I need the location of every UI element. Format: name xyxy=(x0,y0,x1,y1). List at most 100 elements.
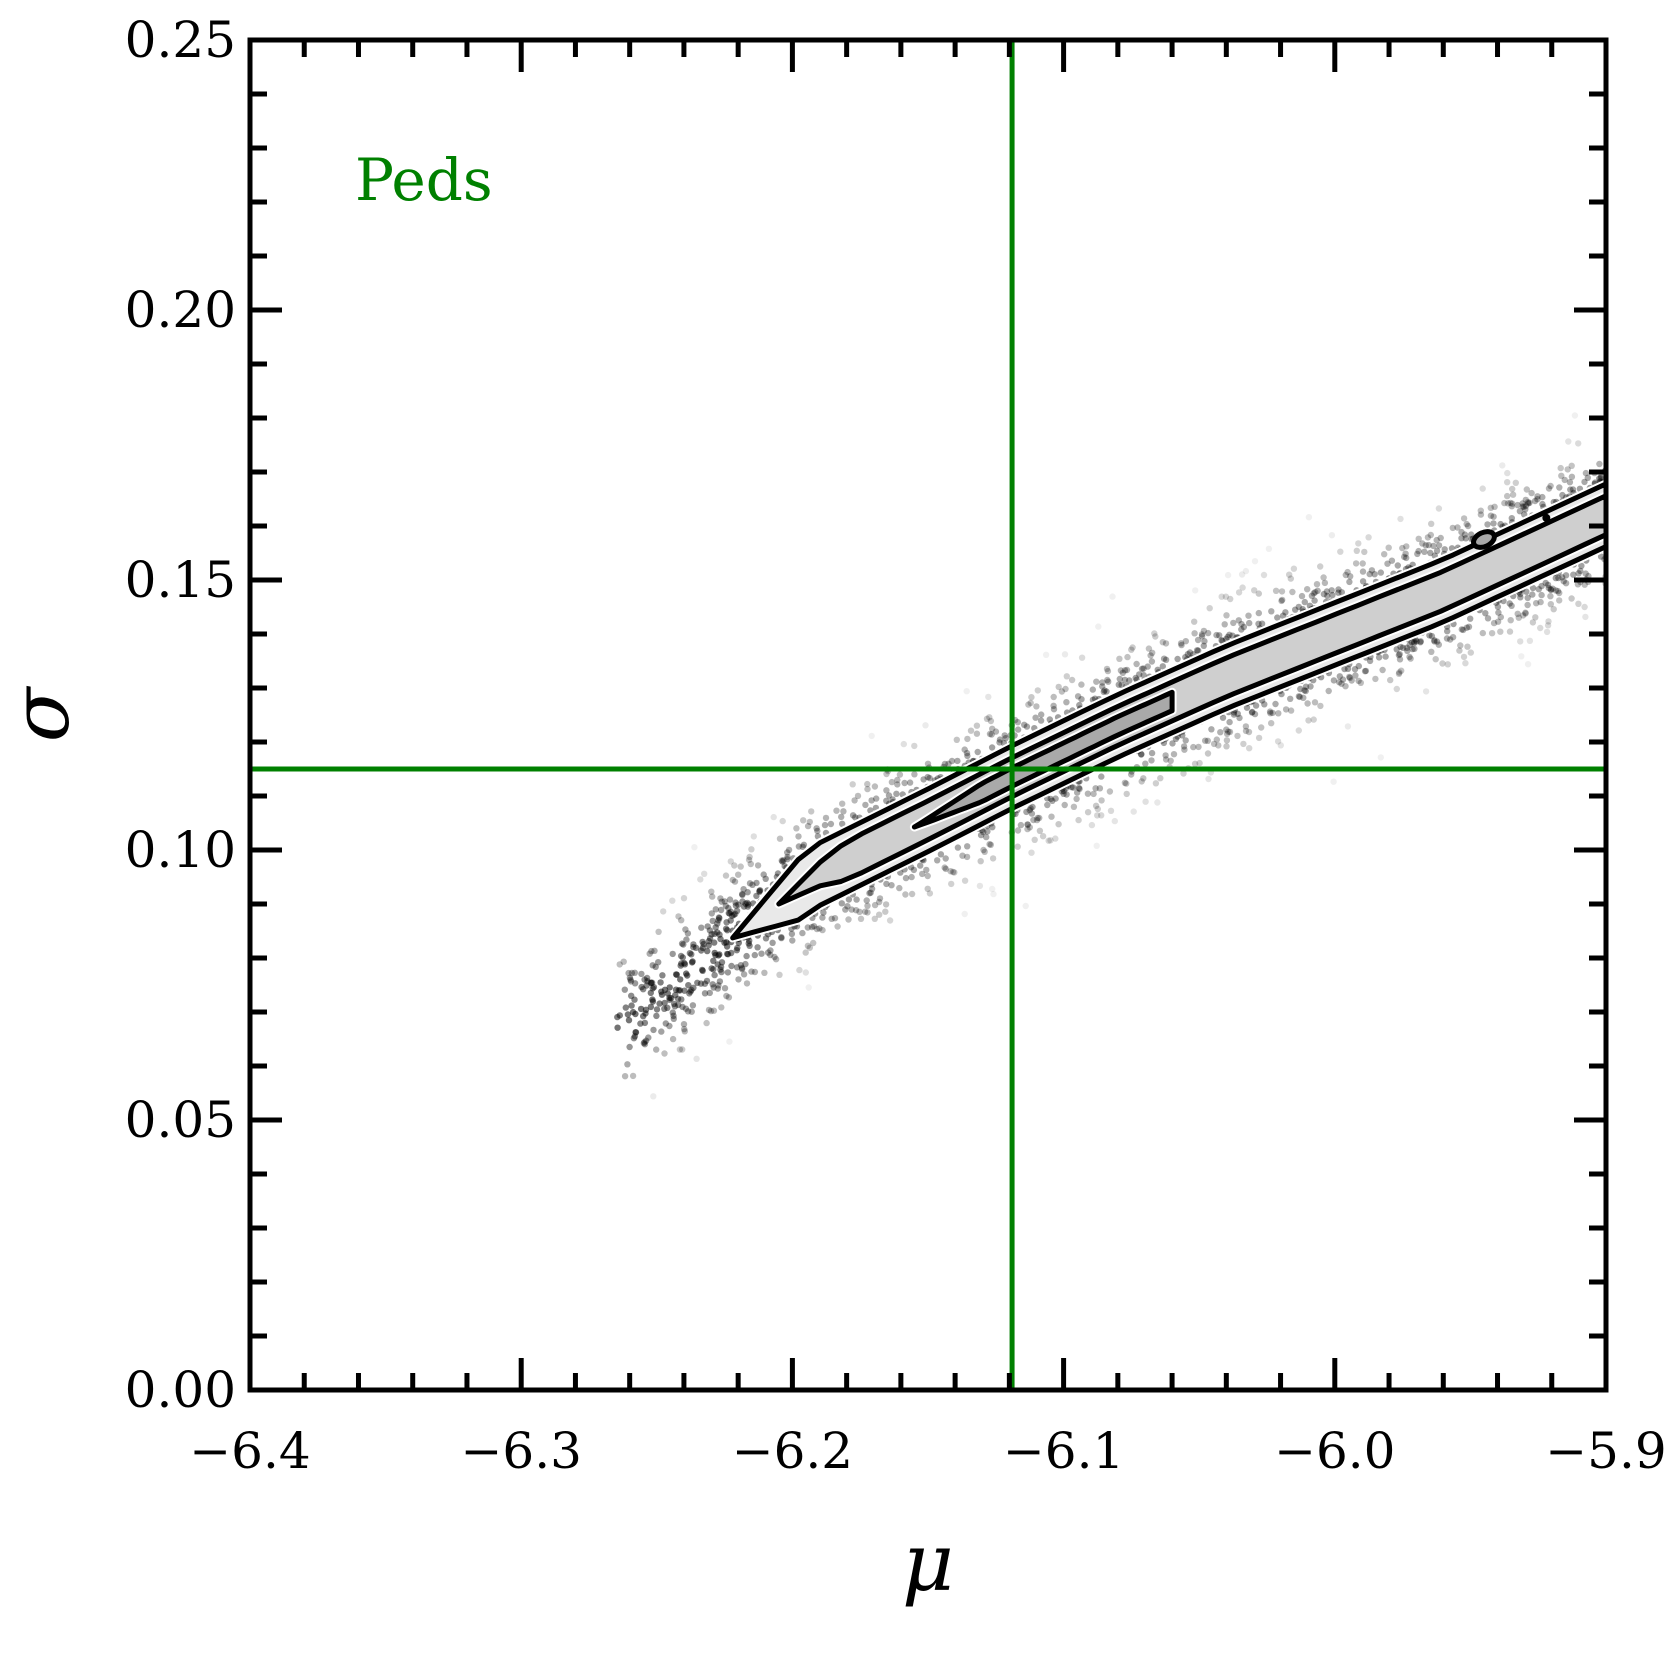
sample-point xyxy=(1431,637,1438,644)
sample-point xyxy=(833,807,840,814)
sample-point xyxy=(1047,795,1054,803)
sample-point xyxy=(714,929,721,936)
sample-point xyxy=(1346,578,1353,586)
sample-point xyxy=(1138,751,1145,758)
sample-point xyxy=(827,820,835,828)
sample-point xyxy=(1061,651,1069,658)
sample-point xyxy=(1201,638,1208,645)
sample-point xyxy=(1265,545,1273,552)
sample-point xyxy=(1403,554,1410,562)
sample-point xyxy=(1181,746,1188,753)
sample-point xyxy=(686,990,693,997)
sample-point xyxy=(1204,629,1212,637)
sample-point xyxy=(735,976,742,983)
plot-area xyxy=(250,40,1630,1390)
sample-point xyxy=(1464,643,1471,650)
sample-point xyxy=(1614,495,1620,501)
sample-point xyxy=(1206,605,1213,612)
sample-point xyxy=(908,890,916,898)
sample-point xyxy=(710,957,717,964)
sample-point xyxy=(1397,643,1404,650)
sample-point xyxy=(1074,789,1081,796)
sample-point xyxy=(744,899,751,907)
sample-point xyxy=(1490,513,1497,520)
sample-point xyxy=(1286,571,1293,578)
sample-point xyxy=(1098,812,1105,819)
sample-point xyxy=(1047,837,1054,844)
sample-point xyxy=(1351,666,1359,673)
sample-point xyxy=(708,965,715,972)
sample-point xyxy=(721,898,728,905)
sample-point xyxy=(796,966,803,974)
sample-point xyxy=(745,856,753,863)
sample-point xyxy=(645,1034,652,1041)
sample-point xyxy=(1342,571,1350,579)
sample-point xyxy=(1092,785,1099,792)
sample-point xyxy=(1522,610,1529,617)
sample-point xyxy=(1346,674,1354,681)
sample-point xyxy=(1501,499,1508,507)
sample-point xyxy=(1578,562,1585,569)
sample-point xyxy=(1104,676,1111,684)
sample-point xyxy=(1218,637,1225,644)
sample-point xyxy=(705,937,713,945)
sample-point xyxy=(947,868,954,875)
sample-point xyxy=(1033,816,1041,824)
sample-point xyxy=(1148,749,1156,757)
sample-point xyxy=(711,971,718,979)
sample-point xyxy=(1162,656,1170,663)
sample-point xyxy=(1210,740,1218,748)
sample-point xyxy=(776,971,783,978)
sample-point xyxy=(1524,594,1531,601)
sample-point xyxy=(989,725,996,732)
sample-point xyxy=(1555,574,1562,582)
sample-point xyxy=(1339,676,1347,683)
sample-point xyxy=(718,1004,725,1011)
sample-point xyxy=(1138,778,1145,785)
sample-point xyxy=(627,976,634,983)
sample-point xyxy=(1022,902,1029,910)
sample-point xyxy=(1504,500,1512,507)
sample-point xyxy=(1093,678,1100,685)
sample-point xyxy=(1089,686,1097,693)
sample-point xyxy=(1044,801,1051,809)
sample-point xyxy=(1558,574,1566,581)
sample-point xyxy=(924,885,931,892)
sample-point xyxy=(906,779,914,786)
sample-point xyxy=(976,882,984,890)
sample-point xyxy=(1614,502,1620,508)
sample-point xyxy=(1046,716,1054,723)
sample-point xyxy=(882,908,889,915)
sample-point xyxy=(632,1029,640,1036)
sample-point xyxy=(974,748,981,756)
sample-point xyxy=(1401,553,1408,561)
sample-point xyxy=(1341,665,1348,673)
sample-point xyxy=(1465,623,1473,630)
sample-point xyxy=(1608,509,1614,515)
sample-point xyxy=(1547,586,1555,594)
sample-point xyxy=(1094,812,1101,819)
sample-point xyxy=(819,926,826,934)
sample-point xyxy=(672,991,679,999)
sample-point xyxy=(1307,683,1314,690)
sample-point xyxy=(1226,728,1234,736)
sample-point xyxy=(1323,588,1331,595)
sample-point xyxy=(1581,478,1588,486)
sample-point xyxy=(1556,589,1563,597)
sample-point xyxy=(1092,802,1100,809)
sample-point xyxy=(1395,670,1403,677)
sample-point xyxy=(1330,778,1337,785)
sample-point xyxy=(852,814,859,821)
sample-point xyxy=(1295,603,1303,611)
sample-point xyxy=(718,959,726,966)
sample-point xyxy=(1123,780,1130,787)
sample-point xyxy=(1274,738,1282,745)
sample-point xyxy=(1616,505,1622,511)
sample-point xyxy=(688,1008,695,1015)
sample-point xyxy=(1402,550,1409,557)
sample-point xyxy=(980,828,987,836)
sample-point xyxy=(1033,703,1040,710)
sample-point xyxy=(776,835,784,842)
sample-point xyxy=(1258,620,1266,627)
sample-point xyxy=(1624,520,1630,526)
